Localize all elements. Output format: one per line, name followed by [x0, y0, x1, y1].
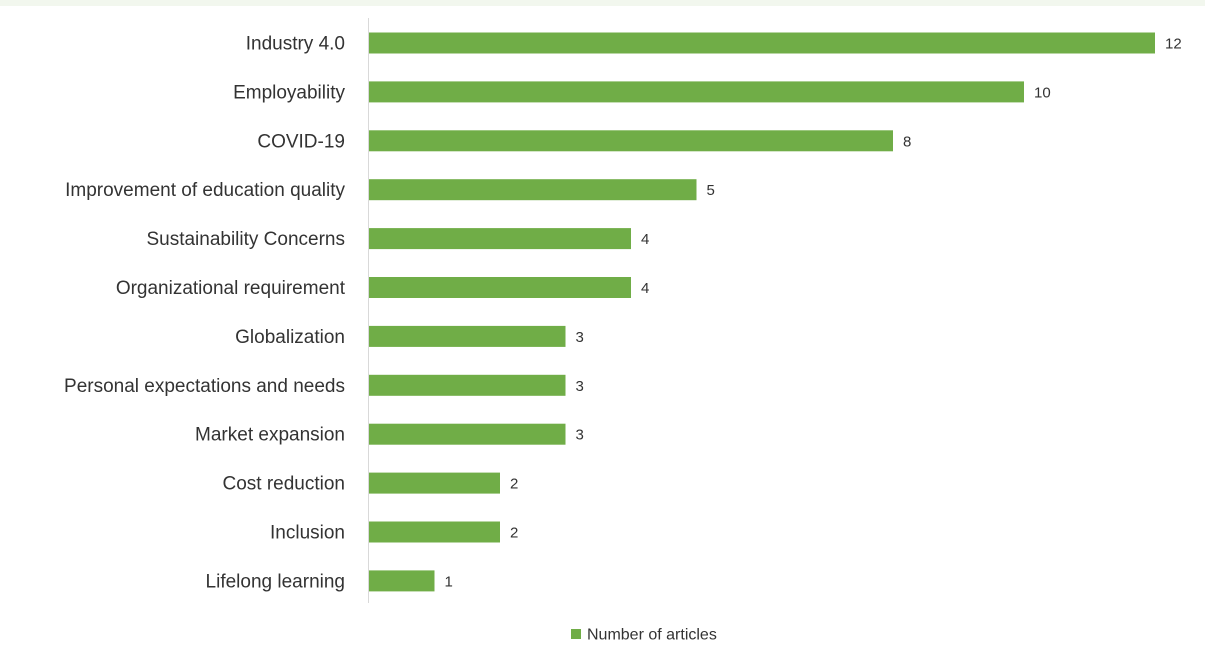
- value-label-globalization: 3: [576, 329, 584, 346]
- bar-sustainability-concerns: [369, 228, 631, 250]
- category-label-organizational-requirement: Organizational requirement: [116, 278, 346, 299]
- value-label-cost-reduction: 2: [510, 476, 518, 493]
- category-axis-labels: Industry 4.0 Employability COVID-19 Improve…: [64, 34, 346, 593]
- value-label-market-expansion: 3: [576, 427, 584, 444]
- value-label-employability: 10: [1034, 84, 1051, 101]
- legend-swatch: [571, 629, 581, 639]
- bar-globalization: [369, 325, 566, 347]
- value-label-improvement-of-education-quality: 5: [707, 182, 715, 199]
- category-label-covid-19: COVID-19: [257, 131, 345, 152]
- bar-improvement-of-education-quality: [369, 179, 697, 201]
- category-label-inclusion: Inclusion: [270, 523, 345, 544]
- value-label-inclusion: 2: [510, 525, 518, 542]
- category-label-industry-4-0: Industry 4.0: [246, 34, 345, 55]
- data-labels: 12 10 8 5 4 4 3 3 3 2 2 1: [445, 36, 1182, 591]
- bar-cost-reduction: [369, 472, 500, 494]
- category-label-sustainability-concerns: Sustainability Concerns: [146, 229, 345, 250]
- value-label-covid-19: 8: [903, 133, 911, 150]
- category-label-improvement-of-education-quality: Improvement of education quality: [65, 180, 345, 201]
- bar-organizational-requirement: [369, 277, 631, 298]
- category-label-lifelong-learning: Lifelong learning: [206, 571, 345, 592]
- top-banner: [0, 0, 1205, 6]
- category-label-market-expansion: Market expansion: [195, 425, 345, 446]
- value-label-lifelong-learning: 1: [445, 573, 453, 590]
- category-label-personal-expectations-and-needs: Personal expectations and needs: [64, 376, 345, 397]
- bar-inclusion: [369, 521, 500, 543]
- legend-label: Number of articles: [587, 627, 717, 644]
- bar-industry-4-0: [369, 32, 1155, 54]
- value-label-organizational-requirement: 4: [641, 280, 649, 297]
- bar-market-expansion: [369, 423, 566, 445]
- bar-covid-19: [369, 130, 893, 152]
- value-label-personal-expectations-and-needs: 3: [576, 378, 584, 395]
- value-label-sustainability-concerns: 4: [641, 231, 649, 248]
- category-label-globalization: Globalization: [235, 327, 345, 348]
- bar-employability: [369, 81, 1024, 103]
- bar-lifelong-learning: [369, 570, 435, 592]
- bar-series: [369, 32, 1155, 592]
- legend: Number of articles: [571, 627, 717, 644]
- bar-personal-expectations-and-needs: [369, 374, 566, 396]
- value-label-industry-4-0: 12: [1165, 36, 1182, 53]
- category-label-employability: Employability: [233, 82, 345, 103]
- category-label-cost-reduction: Cost reduction: [222, 474, 345, 495]
